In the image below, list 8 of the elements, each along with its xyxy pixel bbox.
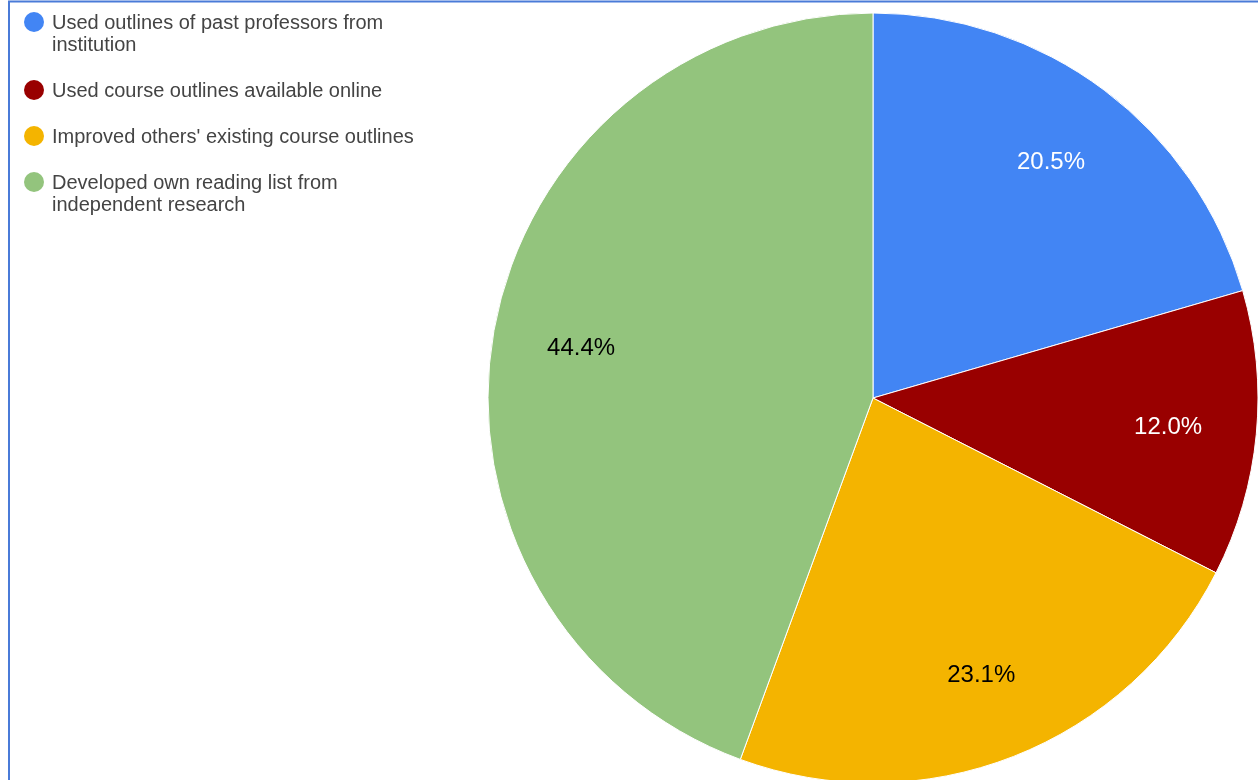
legend-label: Improved others' existing course outlines bbox=[52, 125, 414, 147]
legend-label: Used outlines of past professors from institution bbox=[52, 11, 384, 55]
data-label: 20.5% bbox=[1016, 147, 1086, 175]
legend-label: Developed own reading list from independent research bbox=[52, 171, 338, 215]
data-label: 23.1% bbox=[947, 660, 1016, 688]
legend-label: Used course outlines available online bbox=[52, 79, 383, 101]
data-label: 12.0% bbox=[1134, 412, 1203, 440]
data-label: 44.4% bbox=[547, 332, 616, 360]
